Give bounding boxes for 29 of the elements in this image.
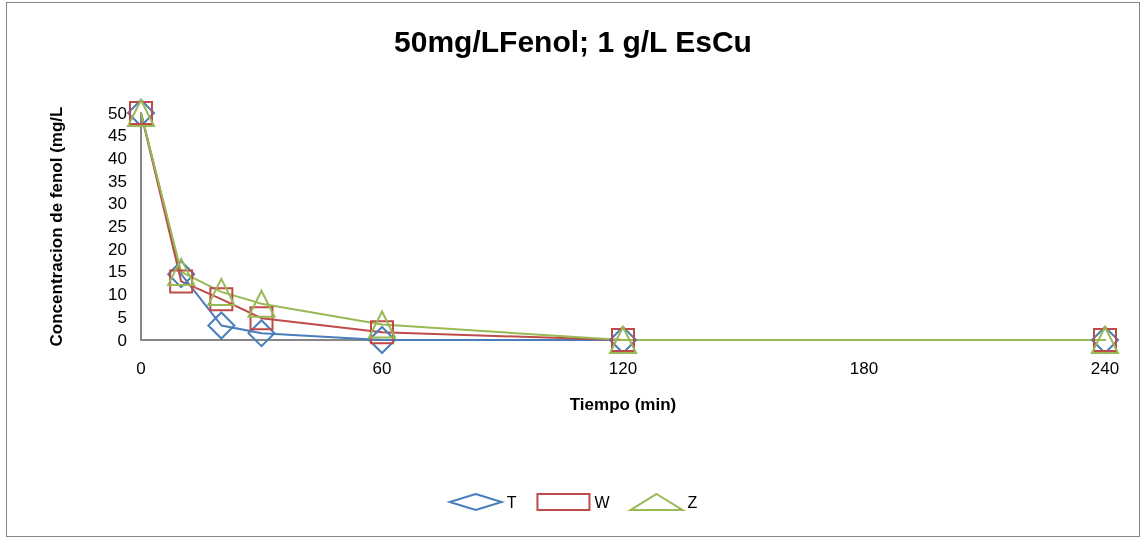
point: [368, 310, 396, 339]
point: [247, 319, 276, 348]
point: [368, 326, 396, 354]
y-tick-label: 10: [108, 285, 127, 305]
y-axis-title: Concentracion de fenol (mg/L: [47, 106, 66, 347]
point: [207, 277, 236, 306]
point: [207, 311, 236, 340]
y-tick-label: 45: [108, 126, 127, 146]
y-tick-label: 35: [108, 171, 127, 191]
y-tick-label: 40: [108, 148, 127, 168]
legend-label: T: [506, 493, 517, 511]
x-tick-label: 120: [608, 359, 638, 378]
x-tick-label: 0: [136, 359, 146, 378]
y-tick-label: 5: [117, 307, 127, 327]
point: [249, 306, 274, 331]
y-tick-label: 50: [108, 103, 127, 123]
legend-label: W: [594, 493, 611, 511]
legend-label: Z: [687, 493, 698, 511]
y-tick-label: 20: [108, 239, 127, 259]
y-tick-label: 25: [108, 217, 127, 236]
x-axis-title: Tiempo (min): [569, 395, 677, 414]
x-tick-label: 60: [372, 359, 392, 378]
x-tick-label: 240: [1090, 359, 1120, 378]
chart-title: 50mg/LFenol; 1 g/L EsCu: [394, 24, 752, 58]
y-tick-label: 30: [108, 194, 127, 214]
x-tick-label: 180: [849, 359, 879, 378]
y-tick-label: 0: [117, 330, 127, 350]
y-tick-label: 15: [108, 262, 127, 282]
point: [247, 289, 276, 318]
